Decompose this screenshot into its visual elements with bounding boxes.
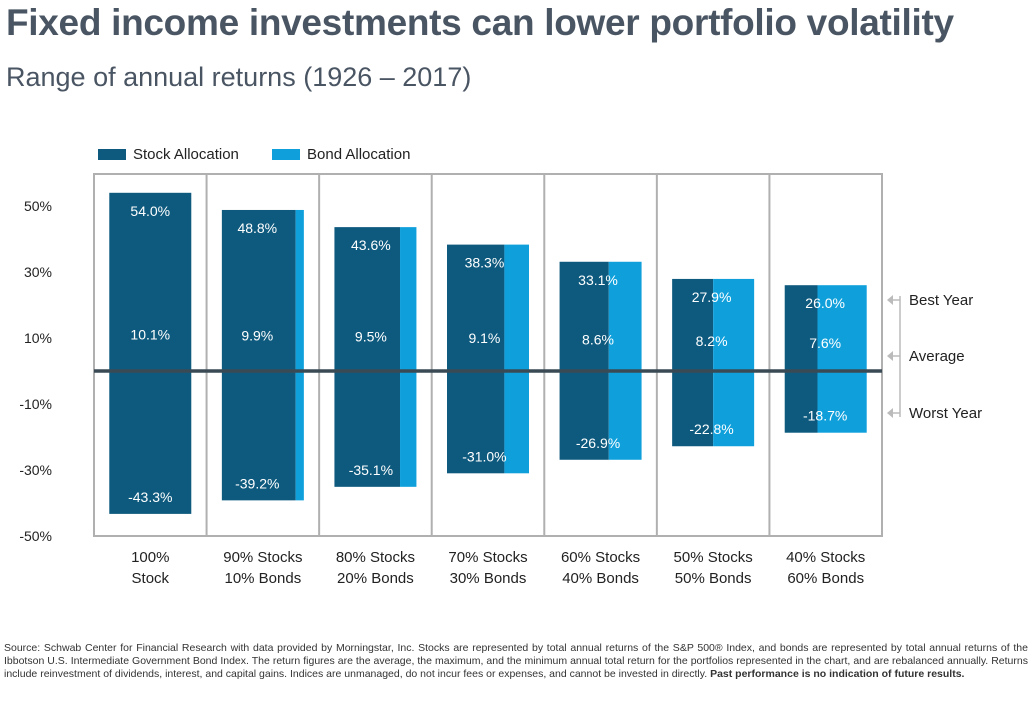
stock-bar bbox=[784, 285, 818, 433]
chart-subtitle: Range of annual returns (1926 – 2017) bbox=[6, 62, 472, 92]
footer-source-note: Source: Schwab Center for Financial Rese… bbox=[4, 642, 1028, 681]
bond-bar bbox=[400, 227, 417, 487]
x-tick-label: 10% Bonds bbox=[224, 570, 301, 587]
annotation-arrow bbox=[887, 351, 893, 361]
y-tick-label: 50% bbox=[24, 198, 52, 214]
x-tick-label: 60% Stocks bbox=[561, 549, 640, 566]
y-tick-label: 30% bbox=[24, 264, 52, 280]
annotation-arrow bbox=[887, 408, 893, 418]
x-tick-label: 90% Stocks bbox=[223, 549, 302, 566]
x-tick-label: 80% Stocks bbox=[336, 549, 415, 566]
average-label: 10.1% bbox=[130, 327, 170, 343]
stock-bar bbox=[109, 192, 192, 514]
stock-bar bbox=[672, 278, 714, 447]
annotation-arrow bbox=[887, 295, 893, 305]
bond-bar bbox=[713, 278, 755, 447]
bond-bar bbox=[295, 209, 304, 501]
worst-year-label: -31.0% bbox=[462, 448, 506, 464]
plot-frame bbox=[93, 173, 883, 537]
x-tick-label: 50% Bonds bbox=[675, 570, 752, 587]
bond-bar bbox=[504, 244, 529, 474]
best-year-label: 33.1% bbox=[578, 272, 618, 288]
best-year-label: 54.0% bbox=[130, 203, 170, 219]
x-tick-label: 60% Bonds bbox=[787, 570, 864, 587]
chart-plot: 50% 30% 10% -10% -30% -50% 54.0% 10.1% -43.3% 100… bbox=[19, 173, 982, 587]
x-tick-label: 40% Stocks bbox=[786, 549, 865, 566]
x-tick-label: 30% Bonds bbox=[450, 570, 527, 587]
worst-year-label: -26.9% bbox=[576, 435, 620, 451]
best-year-label: 27.9% bbox=[692, 289, 732, 305]
y-tick-label: -50% bbox=[19, 528, 52, 544]
x-tick-label: 40% Bonds bbox=[562, 570, 639, 587]
stock-bar bbox=[221, 209, 296, 501]
x-tick-label: 100% bbox=[131, 549, 169, 566]
average-label: 7.6% bbox=[809, 335, 841, 351]
average-label: 8.6% bbox=[582, 332, 614, 348]
stock-bar bbox=[559, 261, 609, 460]
worst-year-label: -18.7% bbox=[803, 408, 847, 424]
y-tick-label: 10% bbox=[24, 330, 52, 346]
x-tick-label: 50% Stocks bbox=[674, 549, 753, 566]
footer-text: Source: Schwab Center for Financial Rese… bbox=[4, 642, 1028, 680]
y-tick-label: -10% bbox=[19, 396, 52, 412]
annotation-best-year: Best Year bbox=[909, 292, 973, 309]
worst-year-label: -39.2% bbox=[235, 475, 279, 491]
chart-title: Fixed income investments can lower portf… bbox=[6, 2, 954, 43]
legend-item-stock: Stock Allocation bbox=[98, 146, 239, 163]
y-tick-label: -30% bbox=[19, 462, 52, 478]
stock-bar bbox=[447, 244, 505, 474]
best-year-label: 43.6% bbox=[351, 237, 391, 253]
bond-bar bbox=[608, 261, 642, 460]
best-year-label: 48.8% bbox=[237, 220, 277, 236]
x-tick-label: 20% Bonds bbox=[337, 570, 414, 587]
x-tick-label: 70% Stocks bbox=[448, 549, 527, 566]
legend-swatch-stock bbox=[98, 149, 126, 160]
legend-label-stock: Stock Allocation bbox=[133, 146, 239, 163]
bond-bar bbox=[817, 285, 867, 433]
average-label: 9.5% bbox=[355, 329, 387, 345]
worst-year-label: -35.1% bbox=[349, 462, 393, 478]
average-label: 9.1% bbox=[468, 330, 500, 346]
legend-item-bond: Bond Allocation bbox=[272, 146, 410, 163]
worst-year-label: -43.3% bbox=[128, 489, 172, 505]
legend-swatch-bond bbox=[272, 149, 300, 160]
annotation-average: Average bbox=[909, 348, 965, 365]
best-year-label: 38.3% bbox=[465, 255, 505, 271]
average-label: 9.9% bbox=[241, 327, 273, 343]
average-label: 8.2% bbox=[696, 333, 728, 349]
footer-disclaimer: Past performance is no indication of fut… bbox=[710, 668, 965, 680]
annotation-worst-year: Worst Year bbox=[909, 405, 982, 422]
x-tick-label: Stock bbox=[132, 570, 170, 587]
best-year-label: 26.0% bbox=[805, 295, 845, 311]
worst-year-label: -22.8% bbox=[689, 421, 733, 437]
stock-bar bbox=[334, 227, 401, 487]
legend-label-bond: Bond Allocation bbox=[307, 146, 411, 163]
